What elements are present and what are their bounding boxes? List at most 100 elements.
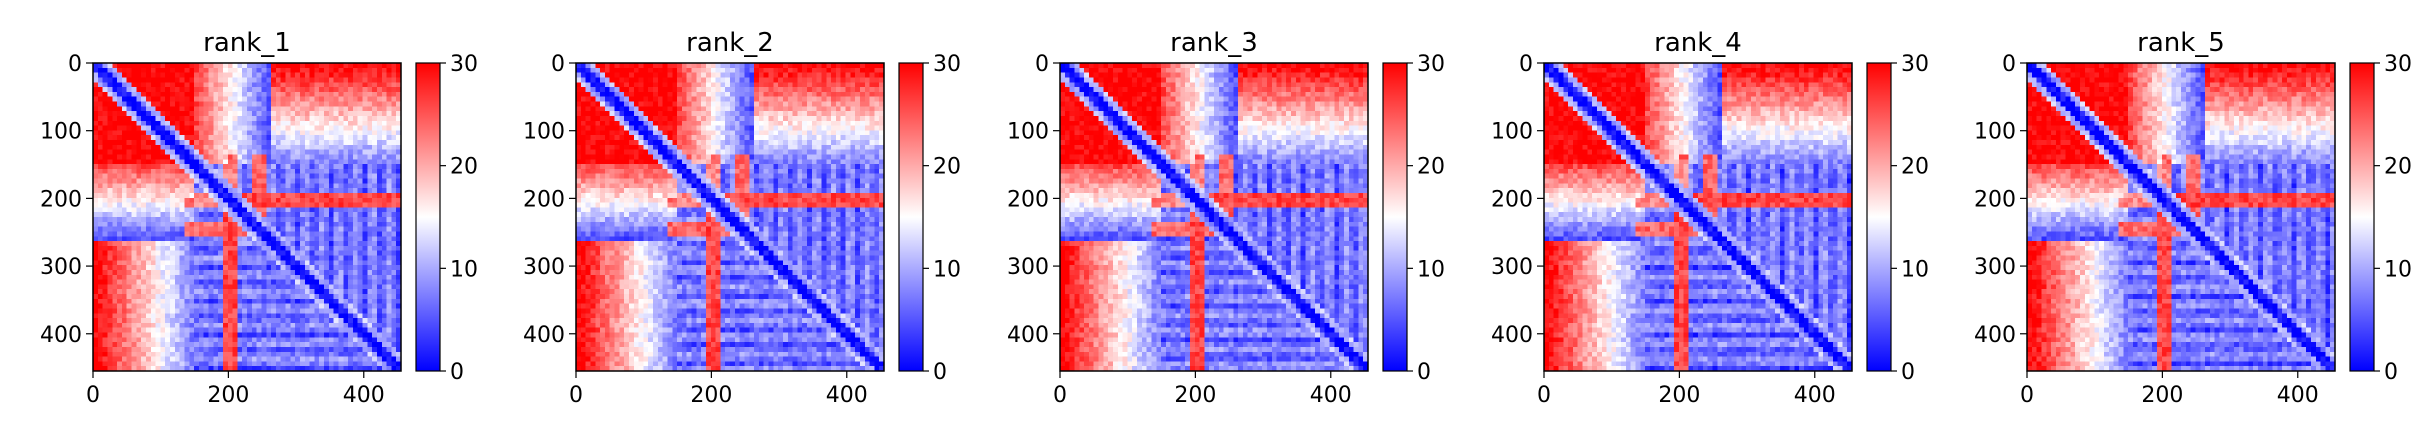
heatmap-cell — [194, 255, 200, 261]
heatmap-cell — [864, 101, 871, 107]
heatmap-cell — [184, 361, 190, 367]
heatmap-cell — [376, 236, 383, 242]
heatmap-cell — [208, 361, 214, 367]
heatmap-cell — [160, 327, 166, 334]
heatmap-cell — [333, 303, 340, 310]
heatmap-cell — [328, 173, 335, 180]
heatmap-cell — [758, 96, 765, 103]
heatmap-cell — [299, 96, 306, 103]
heatmap-cell — [778, 120, 784, 127]
heatmap-cell — [266, 361, 272, 367]
heatmap-cell — [141, 115, 147, 122]
heatmap-cell — [319, 67, 325, 74]
heatmap-cell — [170, 120, 176, 127]
heatmap-cell — [386, 332, 392, 338]
heatmap-cell — [816, 120, 823, 127]
heatmap-cell — [184, 322, 190, 329]
heatmap-cell — [131, 135, 137, 141]
heatmap-cell — [328, 260, 335, 266]
heatmap-cell — [285, 308, 291, 314]
heatmap-cell — [638, 120, 644, 127]
heatmap-cell — [160, 217, 166, 223]
heatmap-cell — [309, 313, 315, 319]
heatmap-cell — [117, 274, 123, 281]
heatmap-cell — [381, 140, 388, 146]
heatmap-cell — [376, 135, 383, 141]
heatmap-cell — [117, 337, 123, 343]
heatmap-cell — [150, 178, 157, 184]
heatmap-cell — [299, 125, 306, 131]
heatmap-cell — [174, 366, 181, 372]
heatmap-cell — [131, 192, 137, 199]
heatmap-cell — [357, 87, 364, 93]
heatmap-cell — [141, 303, 147, 310]
heatmap-cell — [222, 120, 229, 127]
heatmap-cell — [203, 327, 210, 334]
heatmap-cell — [222, 212, 229, 218]
heatmap-cell — [194, 366, 200, 372]
heatmap-cell — [725, 77, 731, 83]
heatmap-cell — [391, 342, 397, 348]
heatmap-cell — [295, 221, 301, 228]
heatmap-cell — [879, 115, 885, 122]
heatmap-cell — [189, 274, 195, 281]
heatmap-cell — [126, 168, 133, 175]
heatmap-cell — [131, 366, 137, 372]
heatmap-cell — [357, 111, 364, 117]
heatmap-cell — [247, 144, 253, 151]
heatmap-cell — [213, 183, 219, 189]
heatmap-cell — [218, 289, 224, 295]
heatmap-cell — [624, 111, 630, 117]
heatmap-cell — [150, 308, 157, 314]
heatmap-cell — [343, 183, 349, 189]
heatmap-cell — [744, 115, 750, 122]
heatmap-cell — [396, 101, 402, 107]
heatmap-cell — [352, 294, 359, 300]
heatmap-cell — [304, 346, 311, 353]
heatmap-cell — [343, 144, 349, 151]
heatmap-cell — [145, 303, 152, 310]
heatmap-cell — [653, 72, 659, 79]
heatmap-cell — [237, 303, 243, 310]
heatmap-cell — [362, 346, 368, 353]
heatmap-cell — [97, 82, 104, 88]
heatmap-cell — [261, 173, 267, 180]
heatmap-cell — [256, 115, 263, 122]
heatmap-cell — [184, 178, 190, 184]
heatmap-cell — [145, 164, 152, 170]
heatmap-cell — [580, 72, 587, 79]
heatmap-cell — [136, 173, 142, 180]
heatmap-cell — [376, 197, 383, 204]
heatmap-cell — [338, 226, 344, 233]
heatmap-cell — [102, 120, 109, 127]
heatmap-cell — [792, 63, 798, 69]
heatmap-cell — [691, 115, 697, 122]
heatmap-cell — [338, 106, 344, 112]
heatmap-cell — [136, 318, 142, 324]
heatmap-cell — [256, 245, 263, 252]
heatmap-cell — [112, 356, 118, 362]
heatmap-cell — [304, 303, 311, 310]
heatmap-cell — [328, 231, 335, 237]
heatmap-cell — [386, 202, 392, 208]
heatmap-cell — [107, 67, 113, 74]
heatmap-cell — [309, 231, 315, 237]
heatmap-cell — [145, 332, 152, 338]
heatmap-cell — [328, 303, 335, 310]
heatmap-cell — [787, 111, 794, 117]
heatmap-cell — [324, 351, 330, 358]
heatmap-cell — [290, 202, 296, 208]
heatmap-cell — [93, 115, 99, 122]
heatmap-cell — [333, 91, 340, 98]
heatmap-cell — [131, 351, 137, 358]
heatmap-cell — [189, 327, 195, 334]
heatmap-cell — [754, 125, 760, 131]
heatmap-cell — [150, 303, 157, 310]
heatmap-cell — [208, 125, 214, 131]
heatmap-cell — [112, 289, 118, 295]
heatmap-cell — [372, 96, 378, 103]
heatmap-cell — [218, 130, 224, 136]
heatmap-cell — [299, 217, 306, 223]
heatmap-cell — [845, 91, 851, 98]
heatmap-cell — [145, 202, 152, 208]
